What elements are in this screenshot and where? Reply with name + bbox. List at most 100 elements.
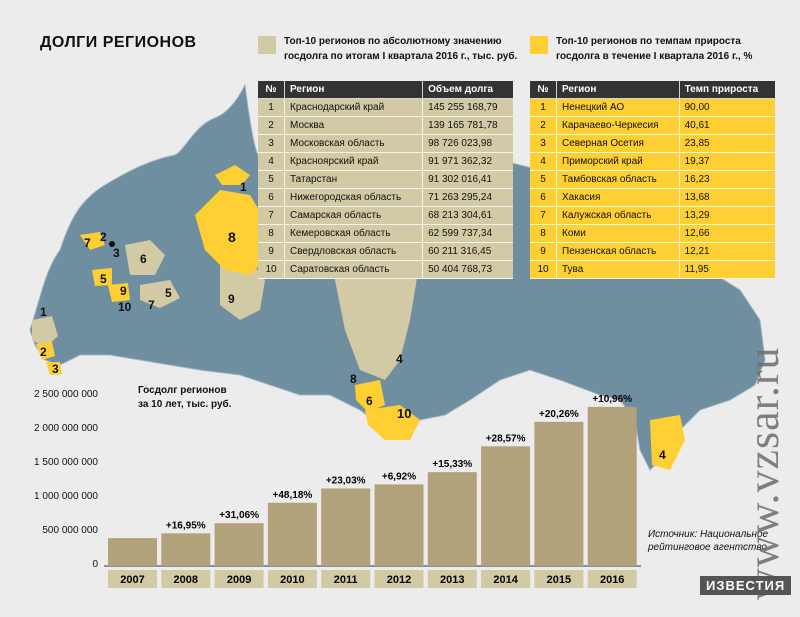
map-label-tan-10: 10 xyxy=(118,300,132,314)
data-label: +16,95% xyxy=(166,520,206,531)
x-tick-label: 2009 xyxy=(227,574,251,586)
row-value: 90,00 xyxy=(679,98,775,117)
x-tick-label: 2008 xyxy=(174,574,198,586)
brand-logo: ИЗВЕСТИЯ xyxy=(700,576,792,595)
chart-title: Госдолг регионов за 10 лет, тыс. руб. xyxy=(138,384,231,412)
data-label: +10,96% xyxy=(592,394,632,405)
y-tick-label: 2 000 000 000 xyxy=(34,423,98,434)
row-value: 19,37 xyxy=(679,152,775,171)
source-line1: Источник: Национальное xyxy=(648,529,769,540)
table-header-row: № Регион Темп прироста xyxy=(530,81,775,99)
row-number: 5 xyxy=(530,170,557,189)
row-number: 4 xyxy=(258,152,285,171)
row-number: 7 xyxy=(258,206,285,225)
map-label-yellow-3: 3 xyxy=(52,362,59,376)
source-line2: рейтинговое агентство xyxy=(648,542,767,553)
table-row: 4 Красноярский край 91 971 362,32 xyxy=(258,152,513,171)
row-region: Карачаево-Черкесия xyxy=(556,116,680,135)
row-value: 12,21 xyxy=(679,242,775,261)
table-header-region: Регион xyxy=(284,81,424,99)
row-value: 139 165 781,78 xyxy=(422,116,513,135)
table-row: 3 Московская область 98 726 023,98 xyxy=(258,134,513,153)
row-region: Северная Осетия xyxy=(556,134,680,153)
table-header-number: № xyxy=(530,81,557,99)
table-row: 9 Пензенская область 12,21 xyxy=(530,242,775,261)
bar-2016 xyxy=(587,406,637,566)
row-value: 60 211 316,45 xyxy=(422,242,513,261)
table-row: 4 Приморский край 19,37 xyxy=(530,152,775,171)
bar-2014 xyxy=(481,446,531,566)
y-tick-label: 2 500 000 000 xyxy=(34,389,98,400)
table-header-debt: Объем долга xyxy=(422,81,513,99)
x-tick-label: 2011 xyxy=(334,574,358,586)
row-value: 40,61 xyxy=(679,116,775,135)
map-label-yellow-8: 8 xyxy=(228,229,236,245)
bar-2011 xyxy=(321,488,371,566)
row-region: Краснодарский край xyxy=(284,98,424,117)
row-value: 68 213 304,61 xyxy=(422,206,513,225)
map-label-yellow-6: 6 xyxy=(366,394,373,408)
legend-text-absolute: Топ-10 регионов по абсолютному значению … xyxy=(284,34,517,64)
row-region: Приморский край xyxy=(556,152,680,171)
row-value: 16,23 xyxy=(679,170,775,189)
y-tick-label: 0 xyxy=(92,559,98,570)
row-region: Коми xyxy=(556,224,680,243)
x-tick-bg xyxy=(214,570,264,588)
map-label-yellow-5: 5 xyxy=(100,272,107,286)
map-label-tan-5: 5 xyxy=(165,286,172,300)
row-value: 91 302 016,41 xyxy=(422,170,513,189)
map-label-yellow-7: 7 xyxy=(84,236,91,250)
table-row: 8 Кемеровская область 62 599 737,34 xyxy=(258,224,513,243)
data-label: +15,33% xyxy=(432,459,472,470)
row-region: Кемеровская область xyxy=(284,224,424,243)
data-label: +48,18% xyxy=(273,490,313,501)
legend-growth-line2: госдолга в течение I квартала 2016 г., % xyxy=(556,51,753,62)
map-label-tan-9: 9 xyxy=(228,292,235,306)
map-label-yellow-9: 9 xyxy=(120,284,127,298)
map-label-tan-2: 2 xyxy=(100,230,107,244)
row-region: Пензенская область xyxy=(556,242,680,261)
table-header-growth: Темп прироста xyxy=(679,81,775,99)
region-yellow-tuva xyxy=(365,405,420,440)
row-region: Калужская область xyxy=(556,206,680,225)
data-label: +28,57% xyxy=(486,433,526,444)
x-tick-bg xyxy=(534,570,584,588)
map-label-tan-8: 8 xyxy=(350,372,357,386)
row-value: 11,95 xyxy=(679,260,775,279)
map-label-yellow-1: 1 xyxy=(240,180,247,194)
row-region: Московская область xyxy=(284,134,424,153)
row-number: 6 xyxy=(530,188,557,207)
row-number: 9 xyxy=(530,242,557,261)
data-label: +20,26% xyxy=(539,409,579,420)
table-row: 7 Калужская область 13,29 xyxy=(530,206,775,225)
table-row: 9 Свердловская область 60 211 316,45 xyxy=(258,242,513,261)
row-region: Свердловская область xyxy=(284,242,424,261)
row-value: 145 255 168,79 xyxy=(422,98,513,117)
row-region: Самарская область xyxy=(284,206,424,225)
legend-swatch-tan xyxy=(258,36,276,54)
row-number: 2 xyxy=(258,116,285,135)
region-tan-nizhny xyxy=(125,240,165,275)
row-number: 10 xyxy=(258,260,285,279)
legend-swatch-yellow xyxy=(530,36,548,54)
row-number: 3 xyxy=(258,134,285,153)
table-row: 2 Карачаево-Черкесия 40,61 xyxy=(530,116,775,135)
row-number: 9 xyxy=(258,242,285,261)
x-tick-label: 2013 xyxy=(440,574,464,586)
row-value: 62 599 737,34 xyxy=(422,224,513,243)
table-row: 6 Нижегородская область 71 263 295,24 xyxy=(258,188,513,207)
table-header-region: Регион xyxy=(556,81,680,99)
table-row: 3 Северная Осетия 23,85 xyxy=(530,134,775,153)
region-yellow-primorsky xyxy=(650,415,685,470)
x-tick-bg xyxy=(587,570,637,588)
row-number: 1 xyxy=(530,98,557,117)
table-row: 6 Хакасия 13,68 xyxy=(530,188,775,207)
table-row: 5 Татарстан 91 302 016,41 xyxy=(258,170,513,189)
x-tick-label: 2015 xyxy=(547,574,571,586)
x-tick-label: 2014 xyxy=(493,574,518,586)
table-row: 2 Москва 139 165 781,78 xyxy=(258,116,513,135)
row-value: 12,66 xyxy=(679,224,775,243)
region-yellow-kchr xyxy=(36,342,55,360)
row-value: 13,29 xyxy=(679,206,775,225)
